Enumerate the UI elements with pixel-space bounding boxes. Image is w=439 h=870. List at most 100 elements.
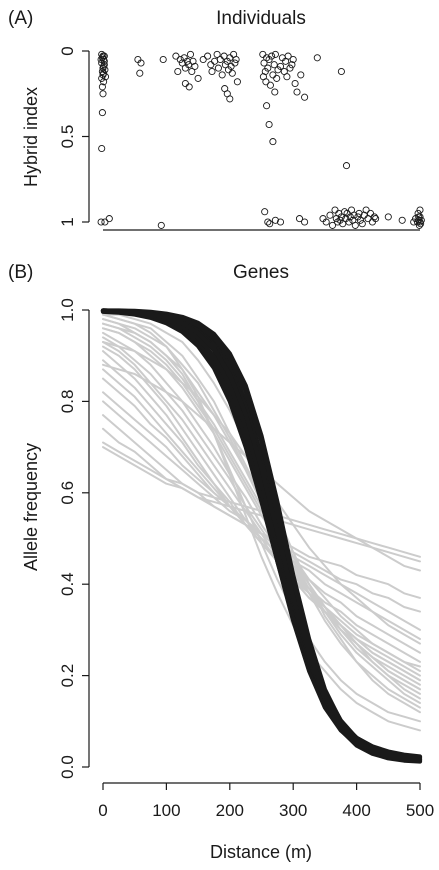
panel-b-x-tick-label: 200 [216, 801, 244, 820]
data-point [415, 213, 423, 221]
data-point [370, 213, 378, 221]
data-point [269, 138, 277, 146]
data-point [233, 78, 241, 86]
panel-a-axes: 00.51 [58, 46, 420, 231]
data-point [100, 78, 108, 86]
data-point [186, 50, 195, 58]
data-point [97, 218, 105, 226]
data-point [350, 211, 358, 219]
data-point [295, 215, 304, 223]
data-point [358, 220, 366, 228]
data-point [384, 213, 392, 221]
data-point [273, 74, 281, 82]
data-point [328, 221, 337, 229]
data-point [415, 221, 423, 229]
panel-a-y-tick-label: 0.5 [58, 125, 77, 149]
panel-b-xlabel: Distance (m) [210, 842, 312, 862]
data-point [342, 162, 351, 170]
data-point [100, 69, 108, 77]
data-point [185, 61, 193, 69]
data-point [339, 220, 347, 228]
data-point [326, 211, 334, 219]
panel-a: (A) Individuals Hybrid index 00.51 [8, 8, 425, 231]
panel-b-axes: 0.0 0.2 0.4 0.6 0.8 1.0 0 100 200 300 400 500 [58, 298, 434, 820]
panel-a-y-tick-label: 0 [58, 46, 77, 55]
data-point [291, 79, 299, 88]
data-point [136, 69, 144, 77]
panel-b-title: Genes [233, 262, 289, 283]
panel-a-letter: (A) [8, 8, 33, 29]
data-point [159, 55, 167, 64]
data-point [301, 218, 309, 226]
data-point [301, 93, 309, 101]
data-point [228, 69, 236, 77]
data-point [269, 71, 277, 79]
panel-b-grey-lines [102, 313, 421, 732]
data-point [216, 55, 224, 64]
data-point [414, 209, 422, 217]
panel-b-x-tick-label: 300 [279, 801, 307, 820]
panel-b-letter: (B) [8, 262, 33, 283]
cline-grey [102, 377, 421, 654]
data-point [284, 52, 292, 60]
data-point [264, 218, 272, 226]
data-point [226, 95, 234, 103]
cline-black [100, 308, 423, 762]
data-point [266, 81, 274, 89]
data-point [105, 215, 113, 223]
data-point [288, 61, 296, 69]
data-point [415, 216, 423, 224]
data-point [183, 57, 191, 65]
data-point [276, 218, 285, 226]
data-point [265, 120, 273, 129]
data-point [366, 209, 375, 217]
cline-grey [102, 322, 421, 723]
panel-a-ylabel: Hybrid index [21, 87, 41, 187]
data-point [331, 206, 339, 214]
cline-grey [102, 336, 421, 686]
data-point [199, 55, 207, 64]
data-point [297, 71, 305, 79]
panel-b-y-tick-label: 0.2 [58, 664, 77, 688]
data-point [416, 218, 424, 226]
panel-b-x-tick-label: 500 [406, 801, 434, 820]
data-point [286, 64, 294, 72]
data-point [293, 88, 301, 96]
cline-grey [102, 446, 421, 563]
panel-a-title: Individuals [216, 8, 306, 29]
data-point [97, 55, 105, 64]
panel-b-x-tick-label: 400 [342, 801, 370, 820]
panel-b-y-tick-label: 1.0 [58, 298, 77, 322]
data-point [98, 83, 106, 91]
data-point [289, 55, 297, 64]
panel-b-black-lines [100, 308, 423, 764]
data-point [313, 54, 321, 62]
data-point [185, 83, 193, 91]
data-point [356, 216, 364, 224]
data-point [362, 206, 370, 214]
data-point [101, 73, 110, 81]
data-point [337, 213, 345, 221]
data-point [174, 67, 182, 76]
data-point [157, 221, 165, 229]
data-point [172, 52, 180, 60]
data-point [266, 220, 274, 228]
data-point [181, 79, 189, 88]
data-point [276, 62, 285, 70]
panel-a-y-tick-label: 1 [58, 217, 77, 226]
panel-b-x-tick-label: 100 [152, 801, 180, 820]
cline-grey [102, 327, 421, 668]
data-point [188, 67, 196, 76]
data-point [322, 218, 330, 226]
data-point [416, 206, 424, 214]
data-point [271, 216, 279, 224]
data-point [207, 61, 215, 69]
cline-grey [102, 350, 421, 677]
panel-b-y-tick-label: 0.0 [58, 755, 77, 779]
cline-black [100, 308, 423, 764]
cline-grey [102, 427, 421, 599]
cline-black [100, 308, 423, 764]
panel-b-y-tick-label: 0.4 [58, 572, 77, 596]
data-point [189, 57, 197, 65]
